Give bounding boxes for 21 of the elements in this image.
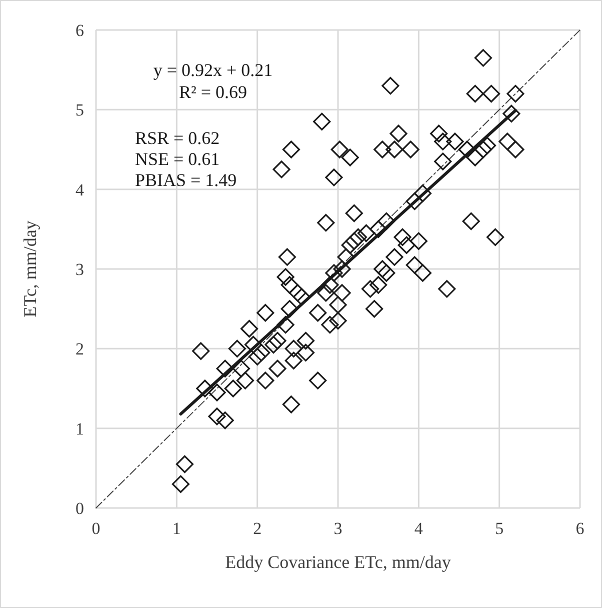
y-tick-label: 5 <box>76 100 84 120</box>
x-tick-label: 5 <box>495 519 504 538</box>
y-tick-label: 2 <box>76 340 84 359</box>
y-tick-label: 0 <box>76 499 84 518</box>
annotation: NSE = 0.61 <box>135 149 220 169</box>
annotation: PBIAS = 1.49 <box>135 170 237 190</box>
y-tick-label: 4 <box>76 180 84 200</box>
annotation: RSR = 0.62 <box>135 128 220 148</box>
annotation: R² = 0.69 <box>178 82 248 102</box>
y-tick-label: 1 <box>76 419 84 438</box>
x-tick-label: 6 <box>576 519 584 538</box>
x-tick-label: 0 <box>92 519 100 538</box>
x-tick-label: 3 <box>334 519 342 538</box>
x-tick-label: 1 <box>172 519 181 538</box>
x-tick-label: 4 <box>414 519 424 538</box>
y-axis-title: ETc, mm/day <box>20 220 40 318</box>
y-tick-label: 3 <box>76 260 84 279</box>
y-tick-label: 6 <box>76 21 84 40</box>
x-tick-label: 2 <box>253 519 262 538</box>
annotation: y = 0.92x + 0.21 <box>153 60 273 80</box>
x-axis-title: Eddy Covariance ETc, mm/day <box>225 552 451 572</box>
